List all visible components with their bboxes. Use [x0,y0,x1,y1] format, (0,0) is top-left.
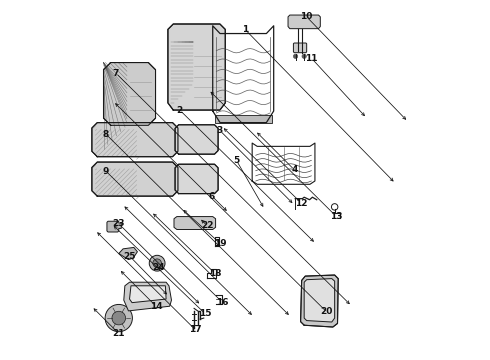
Text: 6: 6 [209,192,215,201]
Polygon shape [168,24,225,110]
Polygon shape [129,286,166,303]
Circle shape [302,54,306,58]
Polygon shape [215,115,272,123]
Circle shape [153,259,161,267]
Circle shape [149,255,165,271]
Polygon shape [175,164,218,194]
Polygon shape [92,162,178,196]
Polygon shape [124,282,172,311]
Polygon shape [107,221,122,232]
Text: 13: 13 [330,212,343,221]
Text: 5: 5 [233,156,240,165]
Circle shape [112,311,125,325]
Text: 2: 2 [176,105,183,114]
Polygon shape [92,123,178,157]
Text: 7: 7 [113,69,119,78]
Circle shape [294,54,298,58]
Text: 19: 19 [214,239,227,248]
Text: 23: 23 [113,219,125,228]
Polygon shape [103,63,155,125]
Text: 15: 15 [198,309,211,318]
Text: 4: 4 [291,166,298,175]
Polygon shape [294,43,307,53]
Polygon shape [300,275,338,327]
Text: 20: 20 [320,307,333,316]
Polygon shape [175,125,218,154]
Polygon shape [304,279,335,322]
Text: 11: 11 [305,54,318,63]
Text: 14: 14 [150,302,162,311]
Text: 16: 16 [217,298,229,307]
Text: 10: 10 [300,12,313,21]
Text: 25: 25 [123,252,136,261]
Text: 24: 24 [152,264,165,273]
Polygon shape [288,15,320,29]
Polygon shape [174,217,216,229]
Circle shape [105,305,132,332]
Text: 9: 9 [103,167,109,176]
Text: 12: 12 [295,199,308,208]
Text: 8: 8 [103,130,109,139]
Text: 3: 3 [217,126,223,135]
Text: 18: 18 [209,269,222,278]
Polygon shape [119,247,137,260]
Text: 1: 1 [242,25,248,34]
Text: 17: 17 [189,325,202,334]
Text: 21: 21 [113,329,125,338]
Text: 22: 22 [201,221,214,230]
